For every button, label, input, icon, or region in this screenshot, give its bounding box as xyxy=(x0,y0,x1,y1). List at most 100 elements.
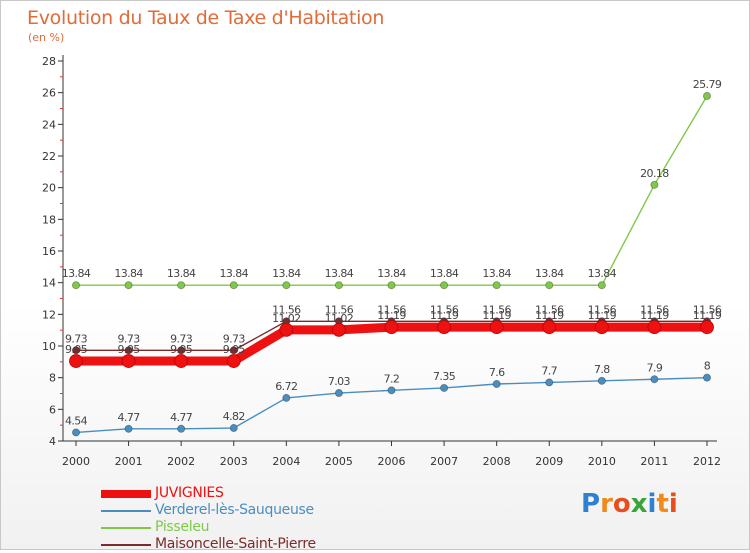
brand-letter: o xyxy=(612,489,631,519)
x-tick-label: 2011 xyxy=(640,455,668,468)
x-tick-label: 2009 xyxy=(535,455,563,468)
data-label: 9.05 xyxy=(65,343,88,356)
x-tick-label: 2005 xyxy=(325,455,353,468)
data-label: 4.82 xyxy=(223,410,245,423)
x-tick-label: 2003 xyxy=(220,455,248,468)
data-label: 11.19 xyxy=(377,309,406,322)
data-label: 13.84 xyxy=(377,267,406,280)
brand-letter: t xyxy=(656,489,669,519)
data-point xyxy=(69,354,83,368)
y-tick-label: 8 xyxy=(49,372,56,385)
data-label: 7.7 xyxy=(541,364,557,377)
series-line xyxy=(75,95,708,286)
data-label: 9.73 xyxy=(118,332,141,345)
data-label: 4.77 xyxy=(118,411,141,424)
data-point xyxy=(594,320,609,335)
data-point xyxy=(597,376,606,385)
data-label: 13.84 xyxy=(482,267,511,280)
y-tick-label: 26 xyxy=(42,87,56,100)
x-tick-label: 2012 xyxy=(693,455,721,468)
data-label: 7.03 xyxy=(328,375,351,388)
data-point xyxy=(650,180,659,189)
data-label: 13.84 xyxy=(272,267,301,280)
data-point xyxy=(545,281,554,290)
brand-letter: P xyxy=(581,489,601,519)
data-label: 13.84 xyxy=(167,267,196,280)
series-verderel-l-s-sauqueuse xyxy=(72,373,712,437)
data-point xyxy=(124,346,133,355)
legend-swatch xyxy=(101,490,151,498)
x-tick-label: 2000 xyxy=(62,455,90,468)
data-label: 11.19 xyxy=(482,309,511,322)
data-point xyxy=(334,281,343,290)
legend-swatch xyxy=(101,527,151,529)
unit-label: (en %) xyxy=(28,31,65,44)
legend-item: JUVIGNIES xyxy=(101,485,431,502)
data-label: 11.19 xyxy=(640,309,669,322)
data-point xyxy=(124,424,133,433)
data-point xyxy=(282,281,291,290)
data-label: 25.79 xyxy=(693,78,722,91)
data-label: 11.19 xyxy=(693,309,722,322)
data-point xyxy=(437,320,451,335)
data-point xyxy=(597,281,606,290)
data-label: 11.19 xyxy=(588,309,617,322)
data-label: 13.84 xyxy=(62,267,91,280)
brand-letter: i xyxy=(668,489,678,519)
data-label: 11.02 xyxy=(272,312,301,325)
x-tick-label: 2010 xyxy=(588,455,616,468)
y-tick-label: 6 xyxy=(49,403,56,416)
data-point xyxy=(124,281,133,290)
data-label: 13.84 xyxy=(325,267,354,280)
data-point xyxy=(177,424,186,433)
y-tick-label: 24 xyxy=(42,118,56,131)
data-label: 7.6 xyxy=(489,366,505,379)
y-tick-label: 18 xyxy=(42,213,56,226)
data-label: 11.02 xyxy=(325,312,354,325)
data-label-layer: 4.54 4.77 4.77 4.82 6.72 7.03 7.2 7.35 7.6 7.7 7.8… xyxy=(62,78,723,427)
legend-item: Maisoncelle-Saint-Pierre xyxy=(101,536,431,553)
data-label: 4.77 xyxy=(170,411,193,424)
data-label: 11.56 xyxy=(377,303,406,316)
data-label: 8 xyxy=(704,360,711,373)
y-tick-label: 22 xyxy=(42,150,56,163)
x-tick-label: 2007 xyxy=(430,455,458,468)
legend: JUVIGNIES Verderel-lès-Sauqueuse Pisseleu M… xyxy=(101,485,431,553)
data-point xyxy=(492,281,501,290)
data-label: 7.35 xyxy=(433,370,456,383)
data-label: 6.72 xyxy=(275,380,297,393)
axes: 4 6 8 10 12 14 16 18 20 22 24 26 28 2000 2001 2002 2003 2… xyxy=(42,55,721,468)
data-point xyxy=(229,346,238,355)
data-point xyxy=(174,354,189,368)
data-label: 9.73 xyxy=(65,332,88,345)
brand-letter: x xyxy=(630,489,648,519)
data-label: 13.84 xyxy=(588,267,617,280)
data-point xyxy=(440,281,449,290)
data-point xyxy=(229,424,238,433)
data-label: 9.73 xyxy=(223,332,246,345)
data-label: 11.56 xyxy=(430,303,459,316)
data-point xyxy=(703,91,712,100)
x-tick-label: 2006 xyxy=(378,455,406,468)
data-label: 9.05 xyxy=(170,343,193,356)
data-point xyxy=(387,386,396,395)
y-tick-label: 4 xyxy=(49,435,56,448)
data-label: 7.2 xyxy=(384,372,400,385)
data-label: 9.05 xyxy=(223,343,246,356)
data-point xyxy=(703,373,712,382)
data-point xyxy=(492,379,501,388)
data-label: 11.56 xyxy=(482,303,511,316)
data-point xyxy=(72,428,81,437)
y-tick-label: 10 xyxy=(42,340,56,353)
x-tick-label: 2008 xyxy=(483,455,511,468)
data-label: 11.56 xyxy=(640,303,669,316)
legend-label: JUVIGNIES xyxy=(155,485,224,501)
data-point xyxy=(489,320,504,335)
y-tick-label: 16 xyxy=(42,245,56,258)
series-pisseleu xyxy=(72,91,712,290)
data-label: 11.56 xyxy=(588,303,617,316)
data-label: 7.9 xyxy=(647,361,663,374)
data-point xyxy=(545,378,554,387)
